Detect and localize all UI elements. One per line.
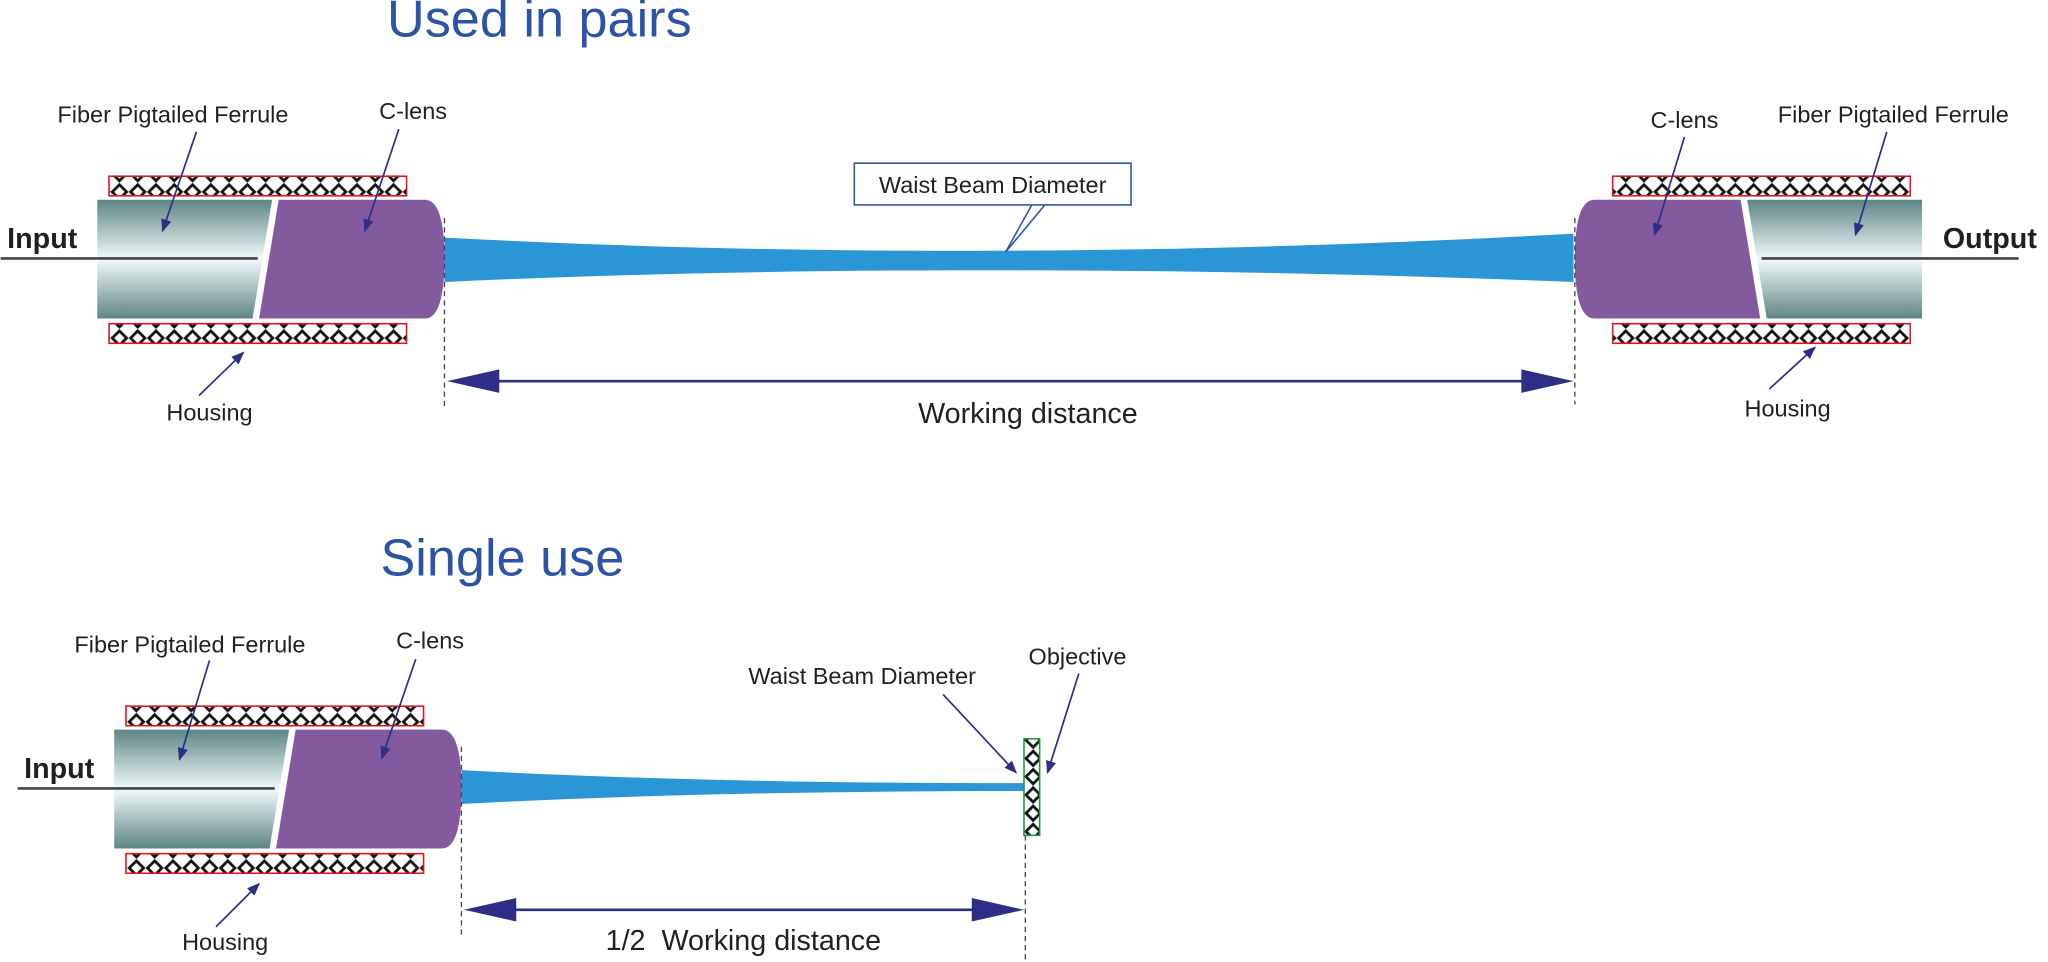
- arrowhead: [464, 898, 517, 922]
- input-label: Input: [7, 223, 78, 255]
- beam: [461, 770, 1026, 805]
- housing-label: Housing: [1745, 395, 1831, 421]
- waist-pointer: [1005, 204, 1046, 253]
- output-label: Output: [1943, 223, 2037, 255]
- waist-box: [853, 162, 1132, 206]
- input-label: Input: [24, 753, 95, 785]
- ferrule-label: Fiber Pigtailed Ferrule: [57, 102, 288, 128]
- right-assembly: [1573, 174, 2020, 345]
- pointer: [380, 658, 417, 760]
- title: Used in pairs: [387, 0, 692, 49]
- left-assembly: [0, 174, 446, 345]
- ferrule-label: Fiber Pigtailed Ferrule: [74, 632, 305, 658]
- pointer: [942, 693, 1018, 774]
- pointer: [1046, 673, 1080, 774]
- title: Single use: [380, 530, 624, 588]
- beam: [444, 233, 1574, 282]
- waist-label: Waist Beam Diameter: [748, 663, 976, 689]
- pointer: [1853, 131, 1888, 237]
- arrowhead: [1521, 369, 1574, 393]
- objective-label: Objective: [1029, 643, 1127, 669]
- pointer: [1652, 136, 1686, 237]
- housing-label: Housing: [182, 929, 268, 955]
- single-assembly: [16, 704, 463, 875]
- arrowhead: [971, 898, 1024, 922]
- housing-label: Housing: [166, 399, 252, 425]
- pointer: [161, 131, 198, 233]
- lens-label: C-lens: [396, 628, 464, 654]
- arrowhead: [447, 369, 500, 393]
- ferrule-label: Fiber Pigtailed Ferrule: [1778, 102, 2009, 128]
- distance-label: 1/2 Working distance: [606, 925, 881, 957]
- lens-label: C-lens: [379, 98, 447, 124]
- pointer: [177, 660, 211, 761]
- pointer: [198, 351, 245, 397]
- pointer: [215, 882, 261, 928]
- lens-label: C-lens: [1651, 107, 1719, 133]
- pointer: [363, 128, 400, 233]
- distance-label: Working distance: [918, 398, 1138, 430]
- waist-label: Waist Beam Diameter: [879, 172, 1107, 198]
- objective: [1023, 738, 1041, 837]
- pointer: [1768, 346, 1816, 390]
